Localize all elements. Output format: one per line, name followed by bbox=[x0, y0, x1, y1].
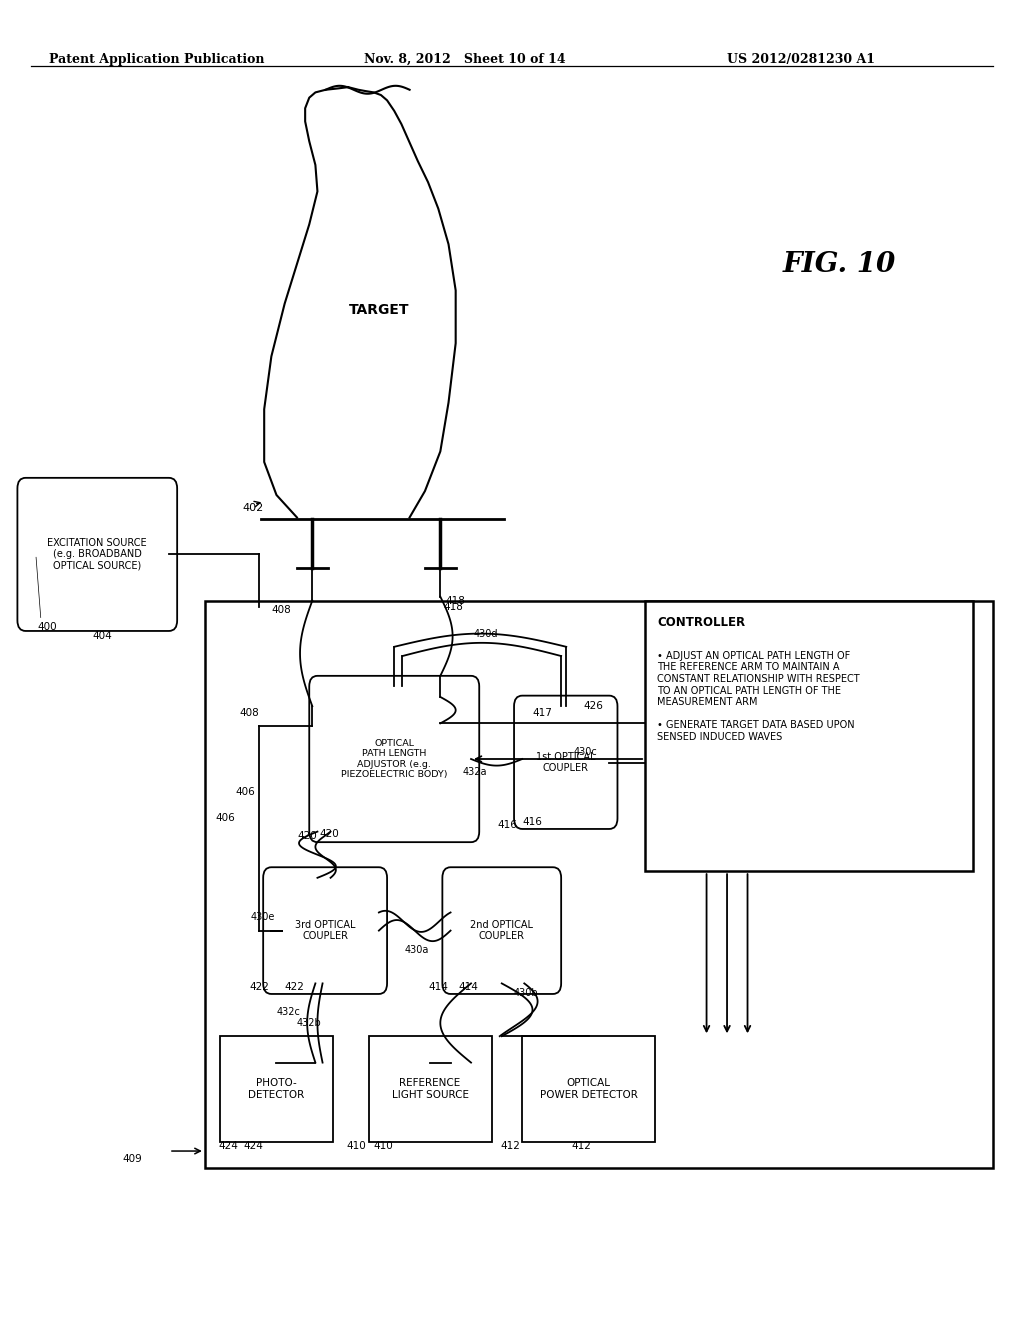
Text: Patent Application Publication: Patent Application Publication bbox=[49, 53, 264, 66]
Text: 1st OPTICAL
COUPLER: 1st OPTICAL COUPLER bbox=[536, 751, 596, 774]
Text: 432b: 432b bbox=[297, 1018, 322, 1028]
Text: 422: 422 bbox=[285, 982, 304, 993]
Text: 424: 424 bbox=[218, 1140, 238, 1151]
Text: 400: 400 bbox=[38, 622, 57, 632]
Text: FIG. 10: FIG. 10 bbox=[783, 251, 896, 277]
FancyBboxPatch shape bbox=[309, 676, 479, 842]
Text: 422: 422 bbox=[250, 982, 269, 993]
Text: 408: 408 bbox=[240, 708, 259, 718]
Text: 406: 406 bbox=[236, 787, 255, 797]
Text: REFERENCE
LIGHT SOURCE: REFERENCE LIGHT SOURCE bbox=[391, 1078, 469, 1100]
Text: 418: 418 bbox=[445, 595, 465, 606]
Text: Nov. 8, 2012   Sheet 10 of 14: Nov. 8, 2012 Sheet 10 of 14 bbox=[364, 53, 565, 66]
Text: 408: 408 bbox=[271, 605, 291, 615]
Text: OPTICAL
POWER DETECTOR: OPTICAL POWER DETECTOR bbox=[540, 1078, 638, 1100]
Bar bbox=[645, 601, 973, 871]
Text: 430b: 430b bbox=[514, 987, 539, 998]
Text: 402: 402 bbox=[243, 503, 264, 513]
Text: 418: 418 bbox=[443, 602, 463, 612]
Text: 410: 410 bbox=[347, 1140, 367, 1151]
Text: 420: 420 bbox=[298, 830, 317, 841]
Text: 417: 417 bbox=[532, 708, 552, 718]
Text: 414: 414 bbox=[429, 982, 449, 993]
Text: 432a: 432a bbox=[463, 767, 487, 777]
Text: 410: 410 bbox=[374, 1140, 393, 1151]
Text: EXCITATION SOURCE
(e.g. BROADBAND
OPTICAL SOURCE): EXCITATION SOURCE (e.g. BROADBAND OPTICA… bbox=[47, 537, 147, 572]
Bar bbox=[369, 1036, 492, 1142]
Text: 2nd OPTICAL
COUPLER: 2nd OPTICAL COUPLER bbox=[470, 920, 534, 941]
Text: OPTICAL
PATH LENGTH
ADJUSTOR (e.g.
PIEZOELECTRIC BODY): OPTICAL PATH LENGTH ADJUSTOR (e.g. PIEZO… bbox=[341, 739, 447, 779]
FancyBboxPatch shape bbox=[442, 867, 561, 994]
Text: 432c: 432c bbox=[276, 1007, 300, 1018]
Bar bbox=[522, 1036, 655, 1142]
Text: US 2012/0281230 A1: US 2012/0281230 A1 bbox=[727, 53, 876, 66]
Text: 426: 426 bbox=[584, 701, 603, 711]
Text: • ADJUST AN OPTICAL PATH LENGTH OF
THE REFERENCE ARM TO MAINTAIN A
CONSTANT RELA: • ADJUST AN OPTICAL PATH LENGTH OF THE R… bbox=[657, 651, 860, 742]
Text: 430a: 430a bbox=[404, 945, 429, 956]
FancyBboxPatch shape bbox=[263, 867, 387, 994]
Text: 430d: 430d bbox=[473, 628, 498, 639]
Text: 412: 412 bbox=[571, 1140, 591, 1151]
Text: TARGET: TARGET bbox=[348, 304, 410, 317]
Text: 404: 404 bbox=[92, 631, 112, 642]
Text: 420: 420 bbox=[319, 829, 339, 840]
Text: 409: 409 bbox=[123, 1154, 142, 1164]
FancyBboxPatch shape bbox=[514, 696, 617, 829]
Text: PHOTO-
DETECTOR: PHOTO- DETECTOR bbox=[249, 1078, 304, 1100]
Text: 412: 412 bbox=[501, 1140, 520, 1151]
Text: 406: 406 bbox=[216, 813, 236, 824]
Text: 430e: 430e bbox=[251, 912, 275, 923]
Text: 416: 416 bbox=[498, 820, 517, 830]
Text: 414: 414 bbox=[459, 982, 478, 993]
FancyBboxPatch shape bbox=[17, 478, 177, 631]
Bar bbox=[220, 1036, 333, 1142]
Text: 424: 424 bbox=[244, 1140, 263, 1151]
Text: 430c: 430c bbox=[573, 747, 597, 758]
Bar bbox=[205, 601, 993, 1168]
Text: CONTROLLER: CONTROLLER bbox=[657, 616, 745, 630]
Text: 416: 416 bbox=[522, 817, 542, 828]
Text: 3rd OPTICAL
COUPLER: 3rd OPTICAL COUPLER bbox=[295, 920, 355, 941]
